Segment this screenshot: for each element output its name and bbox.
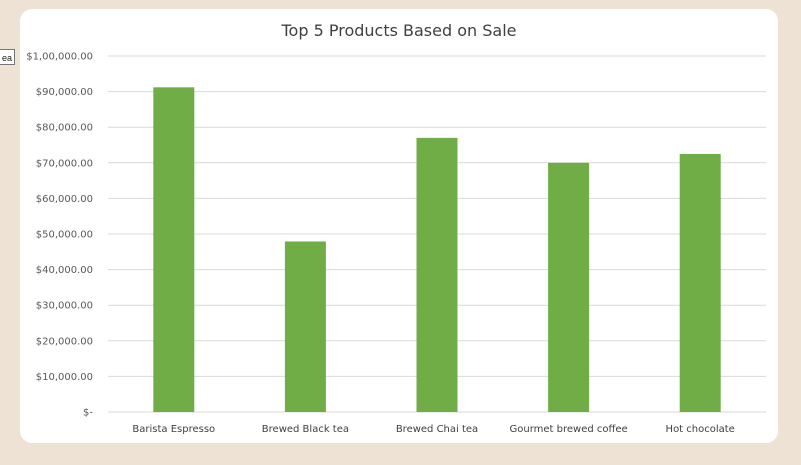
x-tick-label: Hot chocolate — [666, 424, 735, 435]
x-tick-label: Brewed Chai tea — [396, 424, 478, 435]
y-tick-label: $10,000.00 — [36, 372, 93, 383]
bar — [416, 137, 458, 412]
y-tick-label: $60,000.00 — [36, 194, 93, 205]
y-tick-label: $1,00,000.00 — [26, 52, 93, 63]
bar — [548, 162, 590, 412]
bar — [284, 241, 326, 412]
bar — [679, 153, 721, 412]
bar-chart: $- $10,000.00 $20,000.00 $30,000.00 $40,000.… — [26, 52, 766, 435]
y-tick-label: $50,000.00 — [36, 230, 93, 241]
x-tick-label: Brewed Black tea — [262, 424, 349, 435]
y-tick-label: $20,000.00 — [36, 336, 93, 347]
chart-card: Top 5 Products Based on Sale $- $10,000.0… — [20, 9, 778, 443]
y-tick-label: $80,000.00 — [36, 123, 93, 134]
chart-title: Top 5 Products Based on Sale — [281, 21, 517, 40]
y-tick-label: $70,000.00 — [36, 158, 93, 169]
x-tick-label: Barista Espresso — [132, 424, 215, 435]
y-tick-label: $90,000.00 — [36, 87, 93, 98]
tooltip-fragment: ea — [0, 49, 15, 65]
y-tick-label: $- — [83, 408, 93, 419]
bar — [153, 87, 195, 412]
y-tick-label: $40,000.00 — [36, 265, 93, 276]
y-tick-label: $30,000.00 — [36, 301, 93, 312]
x-tick-label: Gourmet brewed coffee — [509, 424, 627, 435]
